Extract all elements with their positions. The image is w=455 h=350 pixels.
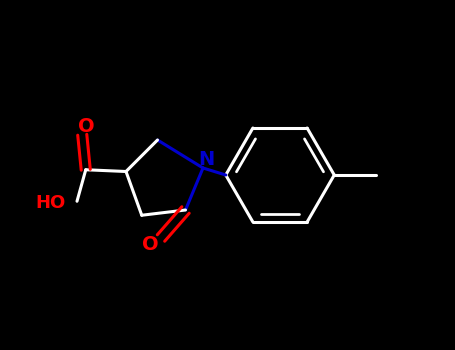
Text: O: O [142,236,159,254]
Text: N: N [198,150,215,169]
Text: O: O [78,117,95,135]
Text: HO: HO [35,194,66,212]
